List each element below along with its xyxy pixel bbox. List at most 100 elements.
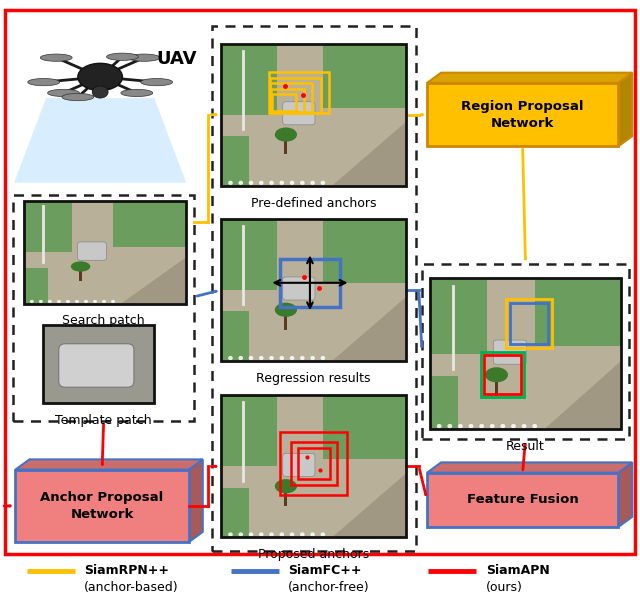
- Bar: [506, 299, 552, 348]
- Ellipse shape: [249, 181, 253, 185]
- Polygon shape: [618, 73, 632, 146]
- Bar: [280, 432, 347, 495]
- Bar: [113, 201, 186, 247]
- Bar: [422, 264, 629, 439]
- Ellipse shape: [239, 532, 243, 537]
- Bar: [270, 78, 321, 113]
- Ellipse shape: [48, 300, 52, 303]
- Text: SiamRPN++: SiamRPN++: [84, 564, 169, 577]
- Ellipse shape: [128, 54, 160, 61]
- Ellipse shape: [102, 300, 106, 303]
- Ellipse shape: [290, 532, 294, 537]
- Polygon shape: [427, 463, 632, 473]
- Bar: [212, 25, 415, 551]
- Ellipse shape: [259, 356, 264, 360]
- Ellipse shape: [93, 300, 97, 303]
- Ellipse shape: [300, 532, 305, 537]
- Bar: [272, 94, 296, 111]
- Ellipse shape: [228, 532, 233, 537]
- Bar: [481, 352, 524, 398]
- Ellipse shape: [458, 424, 463, 429]
- Ellipse shape: [71, 262, 90, 272]
- Bar: [429, 278, 621, 429]
- Ellipse shape: [228, 181, 233, 185]
- Bar: [535, 278, 621, 346]
- Ellipse shape: [84, 300, 88, 303]
- Ellipse shape: [275, 479, 297, 493]
- Bar: [221, 44, 276, 115]
- Text: Feature Fusion: Feature Fusion: [467, 493, 579, 506]
- Bar: [271, 83, 312, 112]
- Bar: [323, 219, 406, 283]
- Text: SiamAPN: SiamAPN: [486, 564, 549, 577]
- Ellipse shape: [310, 356, 315, 360]
- Bar: [13, 195, 195, 421]
- Bar: [79, 268, 82, 281]
- Ellipse shape: [300, 181, 305, 185]
- Ellipse shape: [78, 63, 122, 90]
- Ellipse shape: [269, 532, 274, 537]
- FancyBboxPatch shape: [493, 340, 527, 364]
- Bar: [429, 278, 487, 354]
- Ellipse shape: [249, 532, 253, 537]
- Ellipse shape: [239, 181, 243, 185]
- Bar: [298, 449, 330, 478]
- Ellipse shape: [290, 181, 294, 185]
- Bar: [24, 201, 186, 304]
- Polygon shape: [230, 122, 406, 186]
- Ellipse shape: [321, 356, 325, 360]
- Polygon shape: [189, 459, 203, 542]
- Bar: [221, 219, 406, 361]
- Ellipse shape: [321, 532, 325, 537]
- Ellipse shape: [239, 356, 243, 360]
- Ellipse shape: [490, 424, 495, 429]
- Ellipse shape: [436, 424, 442, 429]
- Ellipse shape: [75, 300, 79, 303]
- Bar: [323, 395, 406, 459]
- Bar: [221, 395, 276, 466]
- Text: Result: Result: [506, 440, 545, 453]
- FancyBboxPatch shape: [283, 277, 315, 300]
- Ellipse shape: [66, 300, 70, 303]
- Text: Region Proposal
Network: Region Proposal Network: [461, 100, 584, 130]
- Ellipse shape: [111, 300, 115, 303]
- Bar: [323, 44, 406, 107]
- Bar: [429, 376, 458, 429]
- Ellipse shape: [321, 181, 325, 185]
- Ellipse shape: [92, 86, 108, 98]
- Ellipse shape: [30, 300, 34, 303]
- Polygon shape: [439, 361, 621, 429]
- Bar: [24, 201, 186, 304]
- Bar: [495, 378, 498, 396]
- Ellipse shape: [121, 89, 153, 97]
- Ellipse shape: [47, 89, 79, 97]
- Ellipse shape: [62, 93, 94, 101]
- Text: Pre-defined anchors: Pre-defined anchors: [251, 197, 376, 209]
- Ellipse shape: [57, 300, 61, 303]
- Bar: [43, 325, 154, 403]
- FancyBboxPatch shape: [59, 344, 134, 387]
- Ellipse shape: [447, 424, 452, 429]
- Polygon shape: [230, 297, 406, 361]
- Ellipse shape: [39, 300, 43, 303]
- Ellipse shape: [280, 532, 284, 537]
- FancyBboxPatch shape: [77, 242, 106, 260]
- FancyBboxPatch shape: [283, 453, 315, 476]
- Ellipse shape: [275, 127, 297, 141]
- Bar: [284, 313, 287, 330]
- Ellipse shape: [310, 181, 315, 185]
- Bar: [269, 72, 329, 114]
- Text: (anchor-free): (anchor-free): [288, 581, 370, 594]
- Ellipse shape: [249, 356, 253, 360]
- Ellipse shape: [40, 54, 72, 61]
- Polygon shape: [14, 98, 186, 183]
- Ellipse shape: [511, 424, 516, 429]
- Ellipse shape: [532, 424, 537, 429]
- Polygon shape: [32, 257, 186, 304]
- Polygon shape: [15, 459, 203, 470]
- Ellipse shape: [269, 356, 274, 360]
- Bar: [427, 83, 618, 146]
- Ellipse shape: [310, 532, 315, 537]
- Text: Template patch: Template patch: [55, 414, 152, 427]
- Bar: [284, 137, 287, 154]
